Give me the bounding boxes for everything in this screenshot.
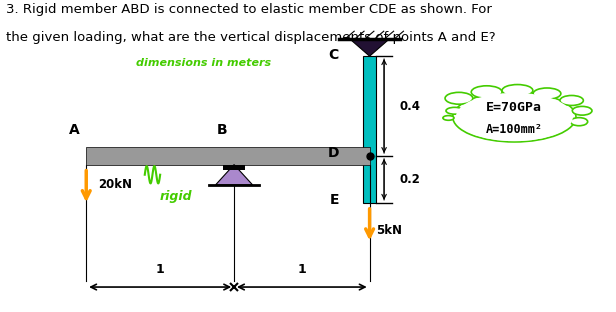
Ellipse shape <box>446 107 463 114</box>
Text: 1: 1 <box>298 263 306 276</box>
Text: E=70GPa: E=70GPa <box>487 101 542 114</box>
Ellipse shape <box>456 93 573 141</box>
Text: 3. Rigid member ABD is connected to elastic member CDE as shown. For: 3. Rigid member ABD is connected to elas… <box>6 3 492 16</box>
Ellipse shape <box>502 85 533 96</box>
Bar <box>363 56 376 203</box>
Text: the given loading, what are the vertical displacements of points A and E?: the given loading, what are the vertical… <box>6 31 496 44</box>
Polygon shape <box>350 39 389 56</box>
Text: 1: 1 <box>156 263 164 276</box>
Text: 5kN: 5kN <box>376 224 402 237</box>
Ellipse shape <box>533 88 561 99</box>
Text: 20kN: 20kN <box>99 178 132 191</box>
Ellipse shape <box>443 116 454 120</box>
Text: dimensions in meters: dimensions in meters <box>136 57 271 67</box>
Ellipse shape <box>471 86 502 98</box>
Ellipse shape <box>570 118 588 126</box>
Text: 0.4: 0.4 <box>400 100 421 113</box>
Ellipse shape <box>453 92 576 142</box>
Text: B: B <box>216 123 227 137</box>
Text: E: E <box>330 193 339 207</box>
Text: 0.2: 0.2 <box>400 173 420 186</box>
Ellipse shape <box>560 95 583 105</box>
Text: A: A <box>68 123 79 137</box>
Bar <box>86 148 370 165</box>
Bar <box>223 165 245 170</box>
Polygon shape <box>216 165 253 185</box>
Ellipse shape <box>572 106 592 115</box>
Text: rigid: rigid <box>160 190 192 203</box>
Text: A=100mm²: A=100mm² <box>486 123 543 136</box>
Ellipse shape <box>445 92 473 104</box>
Text: C: C <box>328 48 339 61</box>
Text: D: D <box>327 146 339 160</box>
